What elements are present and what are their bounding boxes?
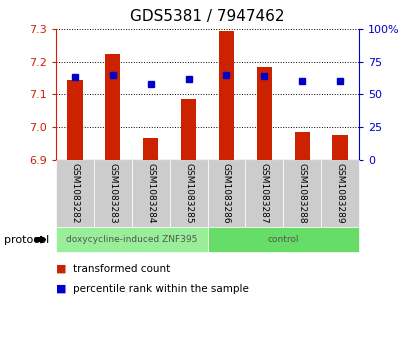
Text: GSM1083286: GSM1083286 [222, 163, 231, 224]
Text: GDS5381 / 7947462: GDS5381 / 7947462 [130, 9, 285, 24]
Bar [143, 138, 158, 160]
Text: GSM1083284: GSM1083284 [146, 163, 155, 224]
Text: GSM1083285: GSM1083285 [184, 163, 193, 224]
Text: ■: ■ [56, 264, 66, 274]
Bar [105, 53, 120, 160]
Text: GSM1083283: GSM1083283 [108, 163, 117, 224]
Text: GSM1083288: GSM1083288 [298, 163, 307, 224]
Bar [219, 30, 234, 160]
Bar [181, 99, 196, 160]
Text: protocol: protocol [4, 234, 49, 245]
Text: transformed count: transformed count [73, 264, 170, 274]
Bar [257, 66, 272, 160]
Text: control: control [268, 235, 299, 244]
Text: GSM1083289: GSM1083289 [336, 163, 344, 224]
Text: ■: ■ [56, 284, 66, 294]
Text: GSM1083287: GSM1083287 [260, 163, 269, 224]
Text: GSM1083282: GSM1083282 [71, 163, 79, 224]
Text: doxycycline-induced ZNF395: doxycycline-induced ZNF395 [66, 235, 198, 244]
Bar [67, 79, 83, 160]
Bar [332, 135, 348, 160]
Bar [295, 132, 310, 160]
Text: percentile rank within the sample: percentile rank within the sample [73, 284, 249, 294]
